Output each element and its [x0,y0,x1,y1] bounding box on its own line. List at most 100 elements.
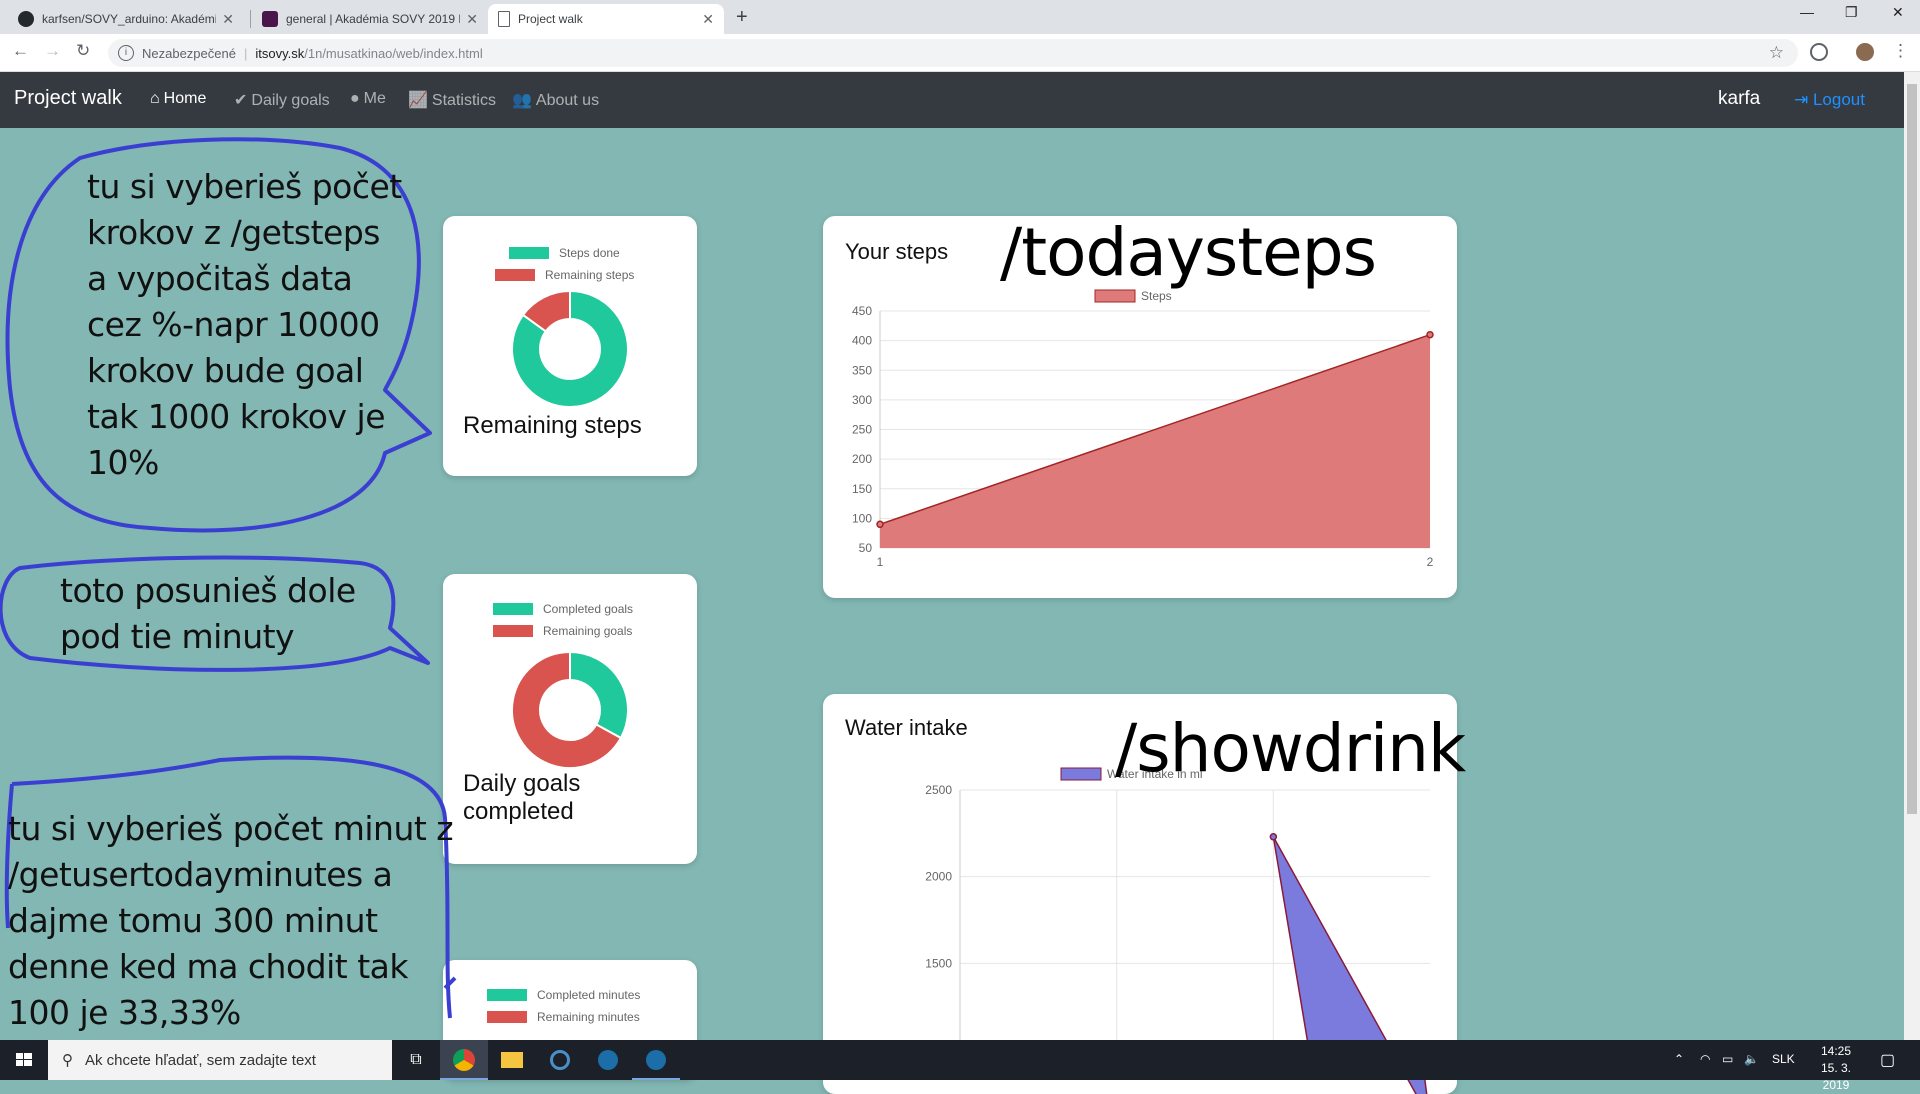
chrome-taskbar-icon[interactable] [440,1040,488,1080]
notification-icon[interactable]: ▢ [1880,1052,1896,1069]
legend-label: Completed minutes [537,988,641,1002]
explorer-taskbar-icon[interactable] [488,1040,536,1080]
users-icon: 👥 [512,92,532,109]
legend-item[interactable]: Completed goals [493,602,633,616]
wifi-icon[interactable]: ◠ [1700,1052,1711,1066]
address-bar[interactable]: i Nezabezpečené | itsovy.sk /1n/musatkin… [108,39,1798,67]
note-2: toto posunieš dole pod tie minuty [60,568,356,660]
todaysteps-annotation: /todaysteps [1000,214,1377,291]
page-icon [498,11,510,27]
note-line: tak 1000 krokov je [87,397,385,436]
tab-project-walk[interactable]: Project walk ✕ [488,4,724,34]
note-line: 10% [87,443,159,482]
tab-slack[interactable]: general | Akadémia SOVY 2019 Pf ✕ [252,4,488,34]
reload-button[interactable]: ↻ [76,41,91,60]
legend-item[interactable]: Completed minutes [487,988,640,1002]
legend-item[interactable]: Remaining minutes [487,1010,640,1024]
data-point [876,520,884,529]
legend-swatch-green [487,989,527,1001]
donut-slice [569,651,629,740]
nav-me-label: Me [363,90,386,107]
close-icon[interactable]: ✕ [702,10,714,27]
slack-icon [262,11,278,27]
legend-item[interactable]: Steps done [509,246,620,260]
y-tick-label: 150 [852,482,872,496]
donut-slice [521,290,571,333]
site-navbar: Project walk ⌂ Home ✔ Daily goals ● Me 📈 Sta… [0,72,1904,128]
nav-home[interactable]: ⌂ Home [150,90,206,108]
nav-statistics-label: Statistics [431,92,496,109]
legend-label: Steps done [559,246,620,260]
back-button[interactable]: ← [12,41,29,60]
nav-statistics[interactable]: 📈 Statistics [408,90,496,110]
note-line: krokov bude goal [87,351,364,390]
y-tick-label: 250 [852,423,872,437]
clock[interactable]: 14:25 15. 3. 2019 [1806,1043,1866,1094]
steps-line-card: Your steps Steps 50 100 150 200 250 300 350 400 4… [823,216,1457,598]
github-icon [18,11,34,27]
brand[interactable]: Project walk [14,87,122,109]
headset-icon [550,1050,570,1070]
home-icon: ⌂ [150,90,160,107]
forward-button[interactable]: → [44,41,61,60]
chrome-icon [453,1049,475,1071]
logout-icon: ⇥ [1794,90,1813,109]
legend-item[interactable]: Remaining goals [493,624,632,638]
nav-me[interactable]: ● Me [350,90,386,108]
info-icon[interactable]: i [118,45,134,61]
steam-taskbar-icon[interactable] [584,1040,632,1080]
restore-button[interactable]: ❐ [1845,4,1858,20]
nav-daily-goals[interactable]: ✔ Daily goals [234,90,330,110]
battery-icon[interactable]: ▭ [1722,1052,1734,1066]
url-path: /1n/musatkinao/web/index.html [304,45,483,61]
close-window-button[interactable]: ✕ [1892,4,1904,20]
taskbar-search[interactable]: ⚲ Ak chcete hľadať, sem zadajte text [48,1040,392,1080]
chart-icon: 📈 [408,92,428,109]
extension-icon[interactable] [1810,43,1828,61]
page-scrollbar[interactable] [1904,72,1920,1040]
headset-taskbar-icon[interactable] [536,1040,584,1080]
username: karfa [1718,88,1761,109]
note-line: tu si vyberieš počet [87,167,402,206]
speech-bubble-2 [0,555,430,672]
task-view-icon[interactable]: ⧉ [410,1051,422,1068]
note-line: /getusertodayminutes a [8,855,393,894]
donut-slice [511,290,629,408]
tab-label: general | Akadémia SOVY 2019 Pf [286,12,461,26]
browser-tab-strip: karfsen/SOVY_arduino: Akadémi ✕ general … [0,0,1920,34]
star-icon[interactable]: ☆ [1768,43,1784,62]
y-tick-label: 2000 [925,870,952,884]
scrollbar-thumb[interactable] [1907,84,1917,814]
goals-donut-chart [511,651,629,769]
menu-icon[interactable]: ⋮ [1892,41,1909,60]
nav-about-us[interactable]: 👥 About us [512,90,599,110]
legend-label: Remaining minutes [537,1010,640,1024]
steam-icon [598,1050,618,1070]
chevron-up-icon[interactable]: ⌃ [1674,1052,1685,1066]
legend-swatch-red [487,1011,527,1023]
nav-daily-goals-label: Daily goals [251,92,330,109]
close-icon[interactable]: ✕ [222,10,234,27]
close-icon[interactable]: ✕ [466,10,478,27]
avatar[interactable] [1856,43,1874,61]
volume-icon[interactable]: 🔈 [1744,1052,1759,1066]
minimize-button[interactable]: — [1800,4,1814,20]
language-indicator[interactable]: SLK [1772,1052,1795,1066]
legend-label: Remaining steps [545,268,635,282]
card-title: Water intake [845,715,968,740]
y-tick-label: 2500 [925,783,952,797]
logout-link[interactable]: ⇥ Logout [1794,90,1865,110]
legend-item[interactable]: Remaining steps [495,268,634,282]
y-tick-label: 350 [852,363,872,377]
steps-line-chart: Steps 50 100 150 200 250 300 350 400 450 1 2 [852,289,1434,569]
new-tab-button[interactable]: + [736,6,748,28]
card-title-line1: Daily goals [463,770,581,797]
search-icon: ⚲ [62,1052,73,1069]
legend-swatch [1094,289,1136,303]
steam-taskbar-icon-2[interactable] [632,1040,680,1080]
start-button[interactable] [0,1040,48,1080]
legend-swatch-red [495,269,535,281]
tab-github[interactable]: karfsen/SOVY_arduino: Akadémi ✕ [8,4,244,34]
series-area [880,334,1430,548]
y-tick-label: 100 [852,511,872,525]
